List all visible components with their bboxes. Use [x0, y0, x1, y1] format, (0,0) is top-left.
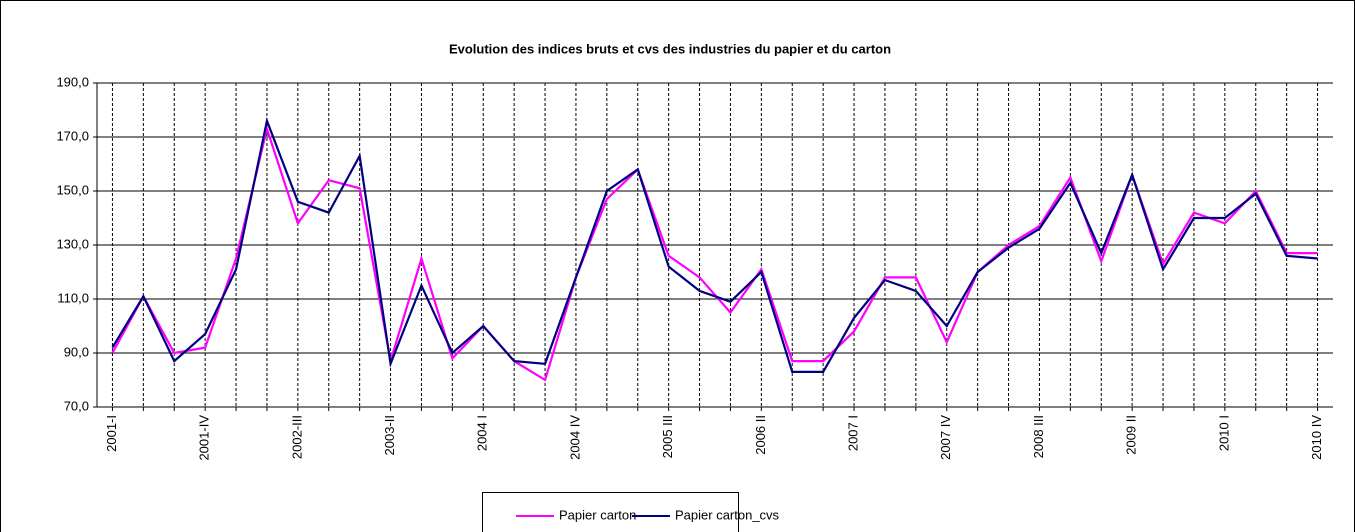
- legend: Papier carton Papier carton_cvs: [482, 492, 780, 532]
- y-tick-label: 150,0: [56, 182, 89, 197]
- x-tick-label: 2009 II: [1124, 415, 1139, 455]
- y-tick-label: 170,0: [56, 128, 89, 143]
- x-tick-label: 2004 IV: [567, 415, 582, 460]
- y-tick-label: 130,0: [56, 236, 89, 251]
- legend-label: Papier carton: [559, 507, 636, 522]
- x-tick-label: 2005 III: [660, 415, 675, 458]
- x-tick-label: 2002-III: [289, 415, 304, 459]
- series-line: [111, 124, 1318, 382]
- y-tick-label: 110,0: [57, 290, 89, 305]
- x-tick-label: 2001-IV: [197, 415, 212, 461]
- x-tick-label: 2004 I: [475, 415, 490, 451]
- chart-title: Evolution des indices bruts et cvs des i…: [449, 41, 891, 56]
- x-tick-label: 2010 I: [1216, 415, 1231, 451]
- legend-box: [482, 492, 739, 532]
- series-line: [111, 116, 1318, 373]
- x-tick-label: 2006 II: [753, 415, 768, 455]
- x-tick-label: 2008 III: [1031, 415, 1046, 458]
- x-tick-label: 2007 I: [845, 415, 860, 451]
- y-tick-label: 70,0: [64, 398, 89, 413]
- x-tick-label: 2003-II: [382, 415, 397, 455]
- x-tick-label: 2007 IV: [938, 415, 953, 460]
- x-tick-label: 2010 IV: [1309, 415, 1324, 460]
- x-tick-label: 2001-I: [104, 415, 119, 452]
- legend-label: Papier carton_cvs: [675, 507, 780, 522]
- y-tick-label: 90,0: [64, 344, 89, 359]
- y-tick-label: 190,0: [56, 74, 89, 89]
